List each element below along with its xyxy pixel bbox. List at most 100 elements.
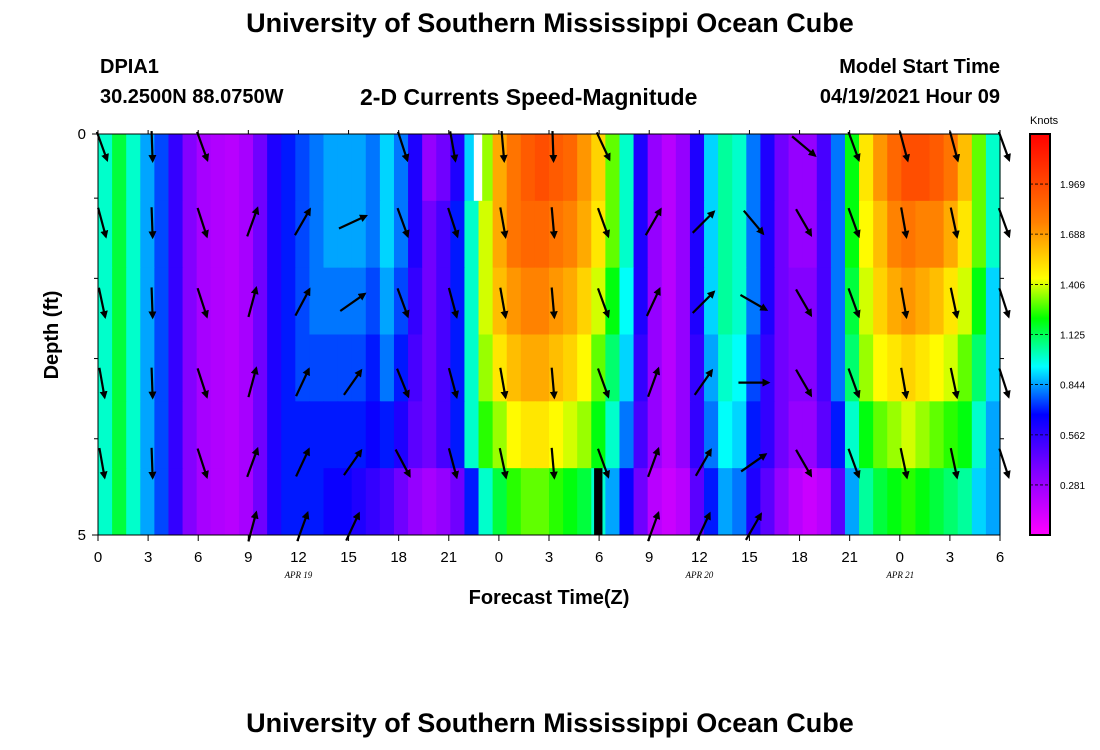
heatmap-cell [267,267,282,335]
model-start-label: Model Start Time [839,56,1000,78]
heatmap-cell [605,267,621,335]
heatmap-cell [985,334,1001,402]
heatmap-cell [126,200,141,269]
heatmap-cell [464,468,480,536]
heatmap-cell [704,267,719,335]
heatmap-cell [887,267,902,335]
heatmap-cell [873,267,888,335]
heatmap-cell [520,267,536,335]
heatmap-cell [746,134,762,202]
heatmap-cell [506,200,522,269]
heatmap-cell [534,267,550,335]
current-direction-arrow [296,511,310,542]
heatmap-cell [577,468,592,536]
heatmap-cell [591,334,606,402]
page-title-bottom: University of Southern Mississippi Ocean… [246,708,854,738]
current-direction-arrow [343,448,363,476]
heatmap-cell [309,468,325,536]
heatmap-cell [520,134,536,202]
heatmap-cell [422,334,437,402]
heatmap-cell [718,200,733,269]
x-tick-label: 12 [691,549,708,566]
x-tick-label: 15 [741,549,758,566]
heatmap-cell [971,334,987,402]
heatmap-cell [802,267,818,335]
heatmap-cell [633,267,649,335]
heatmap-cell [591,401,606,469]
current-direction-arrow [596,448,610,479]
heatmap-cell [182,200,198,269]
current-direction-arrow [148,287,157,320]
heatmap-cell [929,468,945,536]
heatmap-cell [929,401,945,469]
heatmap-cell [238,334,254,402]
heatmap-cell [859,267,874,335]
heatmap-cell [563,468,578,536]
heatmap-cell [224,267,240,335]
x-tick-label: 15 [340,549,357,566]
heatmap-cell [140,468,155,536]
heatmap-cell [365,334,381,402]
heatmap-cell [915,468,931,536]
heatmap-cell [746,334,762,402]
heatmap-cell [774,468,790,536]
heatmap-cell [168,401,184,469]
x-tick-label: 6 [595,549,603,566]
heatmap-cell [126,401,141,469]
x-tick-label: 0 [896,549,904,566]
heatmap-cell [971,468,987,536]
heatmap-cell [351,200,367,269]
heatmap-cell [577,334,592,402]
heatmap-cell [605,468,621,536]
heatmap-cell [112,401,127,469]
heatmap-cell [422,468,437,536]
heatmap-cell [563,401,578,469]
heatmap-cell [647,468,663,536]
heatmap-cell [957,134,973,202]
heatmap-cell [168,134,184,202]
heatmap-cell [957,267,973,335]
colorbar-tick-label: 1.125 [1060,331,1085,342]
heatmap-cell [126,468,141,536]
heatmap-cell [802,401,818,469]
heatmap-cell [168,267,184,335]
heatmap-cell [661,200,677,269]
heatmap-cell [563,267,578,335]
heatmap-cell [605,401,621,469]
heatmap-cell [957,468,973,536]
heatmap-cell [830,334,846,402]
heatmap-cell [154,267,170,335]
heatmap-cell [267,200,282,269]
current-direction-arrow [691,290,716,314]
heatmap-cell [788,200,804,269]
current-direction-arrow [900,367,910,400]
heatmap-cell [689,267,705,335]
heatmap-cell [267,468,282,536]
current-direction-arrow [339,292,367,312]
heatmap-cell [873,334,888,402]
current-direction-arrow [998,448,1011,479]
current-direction-arrow [549,367,558,400]
heatmap-cell [577,401,592,469]
current-direction-arrow [795,369,813,398]
current-direction-arrow [898,131,910,163]
heatmap-cell [675,200,691,269]
colorbar-tick-label: 0.562 [1060,431,1085,442]
heatmap-cell [718,468,733,536]
colorbar: Knots 1.969 1.688 1.406 1.125 0.844 0.562 0.28… [1029,115,1085,536]
heatmap-cell [704,334,719,402]
heatmap-cell [337,267,353,335]
heatmap-cell [295,134,311,202]
heatmap-cell [563,134,578,202]
heatmap-cell [732,134,747,202]
heatmap-cell [154,134,170,202]
current-direction-arrow [949,287,960,320]
current-direction-arrow [949,447,960,480]
heatmap-cell [802,468,818,536]
heatmap-cell [408,401,423,469]
x-axis: 0 3 6 9 12 15 18 21 0 3 6 9 12 15 18 21 0 3 6 APR 19 APR 20 A… [94,130,1004,580]
missing-data-cell [594,468,603,535]
x-tick-label: 12 [290,549,307,566]
heatmap-cell [788,334,804,402]
x-tick-label: 21 [841,549,858,566]
